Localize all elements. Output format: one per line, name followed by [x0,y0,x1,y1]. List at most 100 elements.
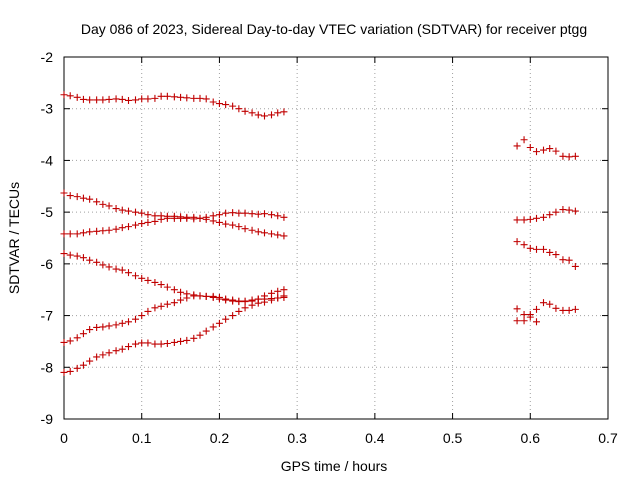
x-axis-label: GPS time / hours [281,458,388,474]
data-point [118,206,126,214]
data-point [274,231,282,239]
data-point [267,211,275,219]
data-point [105,263,113,271]
data-point [222,209,230,217]
data-point [552,208,560,216]
data-point [533,245,541,253]
data-point [73,193,81,201]
data-point [546,248,554,256]
data-point [99,96,107,104]
x-tick-label: 0.1 [132,430,152,446]
data-point [93,198,101,206]
data-point [144,95,152,103]
data-point [183,94,191,102]
data-point [157,215,165,223]
data-point [66,337,74,345]
data-point [267,289,275,297]
data-point [125,318,133,326]
series-track-6 [60,292,288,376]
data-point [112,205,120,213]
data-point [144,211,152,219]
data-point [196,292,204,300]
y-tick-label: -2 [41,49,54,65]
data-point [235,105,243,113]
data-point [254,299,262,307]
data-point [170,286,178,294]
data-point [144,276,152,284]
data-point [73,364,81,372]
data-point [93,227,101,235]
data-point [215,211,223,219]
data-point [86,357,94,365]
y-tick-label: -9 [41,411,54,427]
data-point [190,292,198,300]
data-point [79,330,87,338]
data-point [86,96,94,104]
data-point [280,213,288,221]
data-point [93,96,101,104]
data-point [118,95,126,103]
data-point [79,194,87,202]
data-point [170,338,178,346]
data-point [163,283,171,291]
axes: 0 0.1 0.2 0.3 0.4 0.5 0.6 0.7 -9 -8 -7 -6 -5 -4 -3 -2 [41,49,618,446]
data-point [112,265,120,273]
data-point [163,300,171,308]
data-point [241,298,249,306]
data-point [125,207,133,215]
series-track-5 [60,286,288,346]
data-point [60,189,68,197]
data-point [177,288,185,296]
data-point [539,245,547,253]
data-point [79,95,87,103]
data-point [267,230,275,238]
data-point [163,214,171,222]
data-point [151,304,159,312]
data-point [533,214,541,222]
data-point [105,226,113,234]
data-point [66,251,74,259]
data-point [60,91,68,99]
data-point [170,214,178,222]
data-point [66,230,74,238]
data-point [520,317,528,325]
data-point [79,229,87,237]
data-point [99,261,107,269]
y-tick-label: -7 [41,308,54,324]
data-point [177,337,185,345]
data-point [229,296,237,304]
data-point [539,299,547,307]
data-point [118,224,126,232]
data-point [73,334,81,342]
data-point [215,293,223,301]
data-point [235,307,243,315]
data-point [93,258,101,266]
data-point [513,317,521,325]
x-tick-label: 0.3 [287,430,307,446]
data-point [241,107,249,115]
data-point [526,244,534,252]
data-point [552,304,560,312]
data-point [261,298,269,306]
data-point [565,153,573,161]
data-point [112,95,120,103]
data-point [196,214,204,222]
data-point [235,297,243,305]
data-point [131,340,139,348]
data-point [177,93,185,101]
data-point [261,210,269,218]
data-point [157,92,165,100]
data-point [274,212,282,220]
data-point [86,256,94,264]
data-point [248,210,256,218]
data-point [118,319,126,327]
data-point [526,215,534,223]
data-point [539,213,547,221]
data-point [254,228,262,236]
data-point [241,304,249,312]
data-point [105,202,113,210]
x-tick-label: 0.7 [598,430,618,446]
data-point [229,209,237,217]
data-point [539,146,547,154]
data-point [248,226,256,234]
